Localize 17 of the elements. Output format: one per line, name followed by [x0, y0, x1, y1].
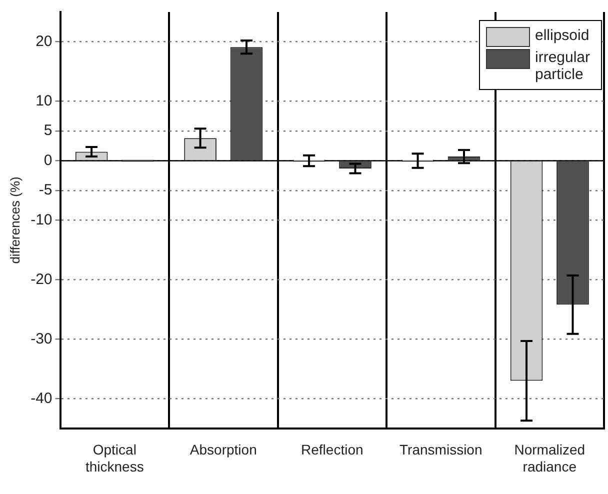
y-tick-label: -30 — [30, 330, 52, 348]
x-tick-label: Transmission — [400, 442, 482, 458]
y-tick-label: -10 — [30, 211, 52, 228]
x-tick-label: Absorption — [190, 442, 257, 458]
y-tick-label: 0 — [44, 152, 52, 169]
x-tick-label: Optical thickness — [85, 442, 144, 474]
legend-label: irregular particle — [535, 49, 592, 83]
x-tick-label: Normalized radiance — [514, 442, 586, 474]
y-tick-label: 20 — [36, 32, 52, 50]
legend-label: ellipsoid — [535, 27, 590, 44]
y-tick-label: 5 — [44, 122, 52, 140]
y-axis-title: differences (%) — [7, 176, 22, 264]
y-tick-label: 10 — [36, 92, 52, 110]
y-tick-label: -40 — [30, 390, 52, 407]
y-tick-label: -20 — [30, 270, 52, 288]
y-tick-label: -5 — [38, 182, 52, 199]
x-tick-label: Reflection — [301, 442, 364, 458]
